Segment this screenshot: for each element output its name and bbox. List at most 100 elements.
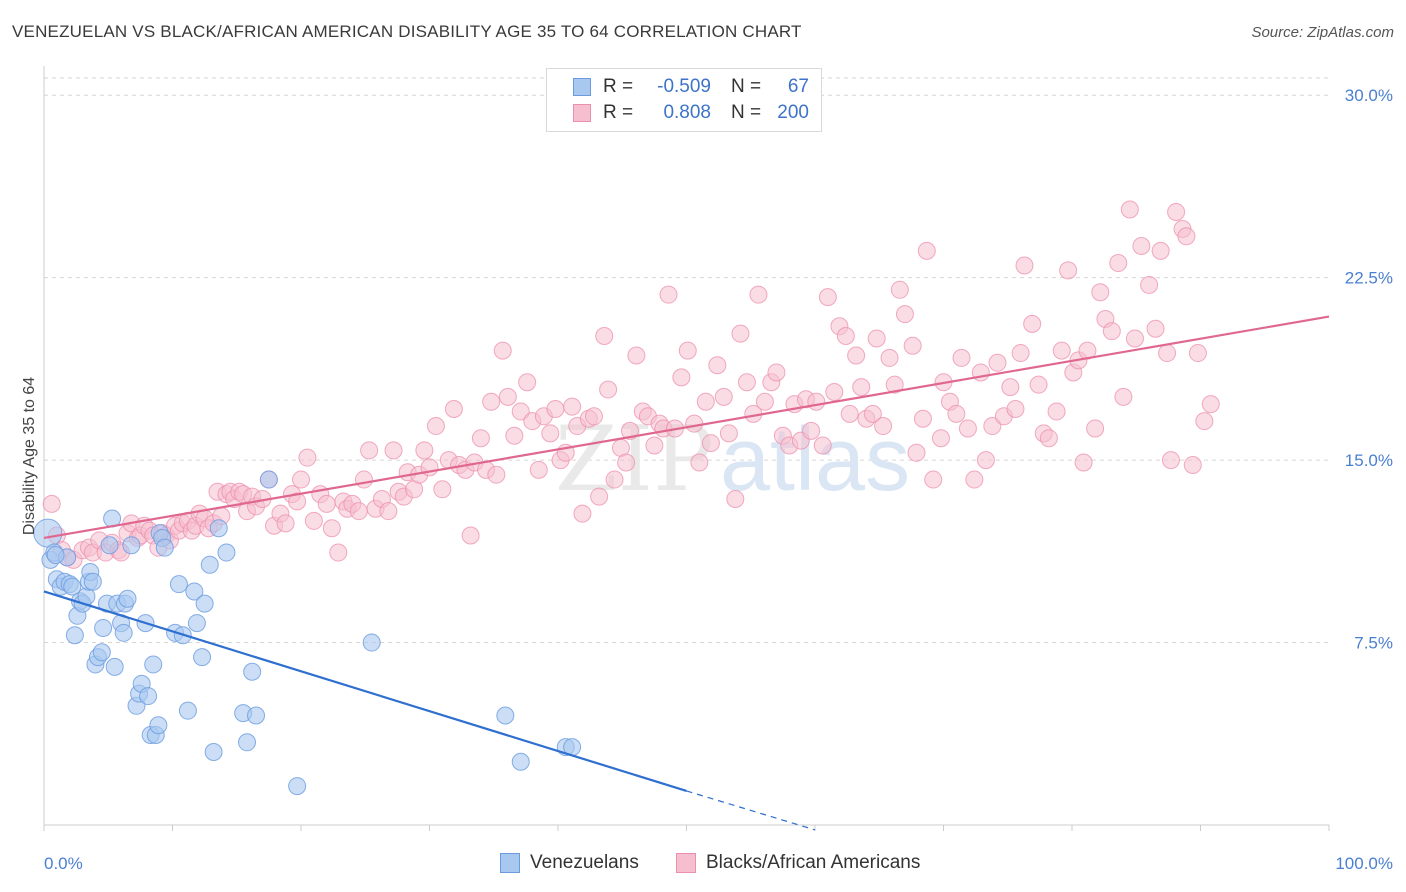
data-point-black-african-american	[426, 417, 445, 436]
legend-item-black-african-americans[interactable]: Blacks/African Americans	[676, 852, 920, 874]
data-point-black-african-american	[1006, 400, 1025, 419]
data-point-black-african-american	[498, 387, 517, 406]
data-point-black-african-american	[1029, 375, 1048, 394]
data-point-venezuelan	[288, 777, 307, 796]
data-point-black-african-american	[726, 490, 745, 509]
data-point-venezuelan	[204, 743, 223, 762]
trend-line-black-african-american	[43, 315, 1330, 540]
data-point-black-african-american	[605, 470, 624, 489]
legend-swatch-blue	[500, 853, 520, 873]
data-point-venezuelan	[155, 538, 174, 557]
data-point-black-african-american	[627, 346, 646, 365]
data-point-venezuelan	[46, 545, 65, 564]
data-point-venezuelan	[169, 575, 188, 594]
data-point-venezuelan	[144, 655, 163, 674]
data-point-venezuelan	[187, 614, 206, 633]
data-point-black-african-american	[1158, 344, 1177, 363]
data-point-black-african-american	[1011, 344, 1030, 363]
data-point-venezuelan	[100, 536, 119, 555]
data-point-black-african-american	[360, 441, 379, 460]
data-point-black-african-american	[983, 417, 1002, 436]
data-point-black-african-american	[1120, 200, 1139, 219]
data-point-black-african-american	[1091, 283, 1110, 302]
data-point-black-african-american	[379, 502, 398, 521]
data-point-venezuelan	[178, 701, 197, 720]
r-value: -0.509	[657, 76, 711, 97]
data-point-black-african-american	[349, 502, 368, 521]
y-tick-label: 30.0%	[1345, 86, 1393, 105]
data-point-black-african-american	[895, 305, 914, 324]
data-point-black-african-american	[708, 356, 727, 375]
data-point-black-african-american	[505, 426, 524, 445]
series-legend: Venezuelans Blacks/African Americans	[0, 852, 1406, 878]
data-point-black-african-american	[847, 346, 866, 365]
data-point-black-african-american	[322, 519, 341, 538]
data-point-black-african-american	[276, 514, 295, 533]
data-point-black-african-american	[288, 492, 307, 511]
data-point-venezuelan	[209, 519, 228, 538]
data-point-black-african-american	[1183, 455, 1202, 474]
data-point-black-african-american	[1023, 314, 1042, 333]
source-label: Source: ZipAtlas.com	[1251, 24, 1394, 41]
data-point-black-african-american	[924, 470, 943, 489]
n-value: 200	[777, 102, 809, 123]
y-tick-label: 15.0%	[1345, 451, 1393, 470]
legend-item-venezuelans[interactable]: Venezuelans	[500, 852, 639, 874]
legend-swatch-pink	[573, 104, 591, 122]
r-label: R =	[603, 76, 634, 97]
data-point-black-african-american	[298, 448, 317, 467]
data-point-black-african-american	[415, 441, 434, 460]
data-point-black-african-american	[1001, 378, 1020, 397]
grid-lines	[44, 77, 1329, 644]
data-point-black-african-american	[493, 341, 512, 360]
data-point-black-african-american	[487, 465, 506, 484]
data-point-black-african-american	[749, 285, 768, 304]
data-point-black-african-american	[1047, 402, 1066, 421]
y-tick-label: 7.5%	[1354, 634, 1393, 653]
data-point-venezuelan	[94, 618, 113, 637]
data-point-black-african-american	[461, 526, 480, 545]
data-point-black-african-american	[988, 353, 1007, 372]
data-point-venezuelan	[238, 733, 257, 752]
data-point-venezuelan	[65, 626, 84, 645]
data-point-black-african-american	[818, 288, 837, 307]
data-point-black-african-american	[701, 434, 720, 453]
y-axis-title: Disability Age 35 to 64	[21, 377, 38, 535]
series-black-african-american-points	[42, 200, 1220, 569]
data-point-black-african-american	[885, 375, 904, 394]
data-point-black-african-american	[329, 543, 348, 562]
data-point-black-african-american	[617, 453, 636, 472]
n-label: N =	[731, 102, 762, 123]
data-point-black-african-american	[840, 404, 859, 423]
legend-label: Blacks/African Americans	[706, 852, 921, 873]
data-point-venezuelan	[195, 594, 214, 613]
trend-line-venezuelan	[43, 590, 687, 792]
data-point-black-african-american	[690, 453, 709, 472]
data-point-black-african-american	[518, 373, 537, 392]
data-point-black-african-american	[672, 368, 691, 387]
data-point-venezuelan	[259, 470, 278, 489]
data-point-black-african-american	[304, 511, 323, 530]
data-point-black-african-american	[863, 404, 882, 423]
tick-labels: 7.5% 15.0% 22.5% 30.0% 0.0% 100.0%	[44, 86, 1393, 873]
data-point-black-african-american	[584, 407, 603, 426]
data-point-black-african-american	[976, 451, 995, 470]
data-point-black-african-american	[958, 419, 977, 438]
r-value: 0.808	[663, 102, 711, 123]
data-point-black-african-american	[852, 378, 871, 397]
axes	[43, 66, 1330, 831]
data-point-black-african-american	[696, 392, 715, 411]
data-point-black-african-american	[1102, 322, 1121, 341]
data-point-black-african-american	[541, 424, 560, 443]
data-point-black-african-american	[292, 470, 310, 489]
data-point-black-african-american	[444, 400, 463, 419]
n-value: 67	[787, 76, 809, 97]
data-point-black-african-american	[511, 402, 530, 421]
data-point-black-african-american	[1132, 237, 1151, 256]
data-point-black-african-american	[573, 504, 592, 523]
data-point-black-african-american	[1161, 451, 1180, 470]
trend-line-venezuelan-extension	[686, 790, 816, 831]
chart-title: VENEZUELAN VS BLACK/AFRICAN AMERICAN DIS…	[12, 22, 802, 41]
data-point-black-african-american	[1177, 227, 1196, 246]
